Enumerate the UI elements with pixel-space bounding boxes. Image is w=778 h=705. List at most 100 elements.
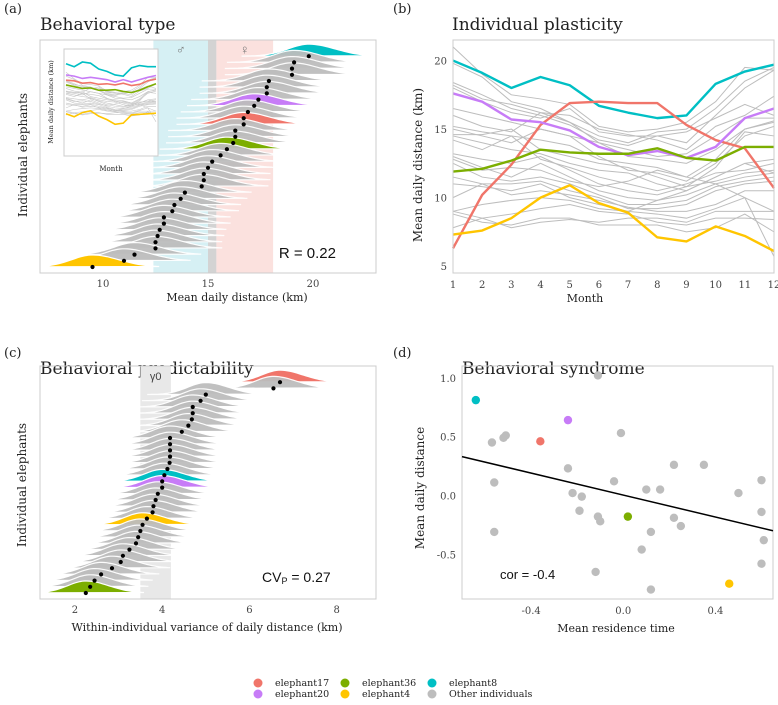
panel-b-xlabel: Month [567,292,603,305]
panel-b-x-tick-label: 1 [450,280,456,291]
panel-a: (a) Behavioral type Individual elephants… [4,2,377,304]
inset-line-other [65,81,157,97]
a-mean-dot [155,233,160,239]
panel-a-xlabel: Mean daily distance (km) [166,291,307,304]
point-other [609,477,619,486]
panel-c-annotation: CVP = 0.27 [262,569,331,586]
panel-d-ylabel: Mean daily distance [413,427,427,549]
c-mean-dot [98,572,104,577]
c-mean-dot [162,473,167,478]
c-mean-dot [155,491,160,496]
point-other [676,521,686,531]
panel-a-annotation: R = 0.22 [279,245,336,262]
panel-d-regression [461,455,774,532]
a-mean-dot [264,91,269,96]
point-other [757,559,766,568]
legend-swatch-elephant17 [253,678,263,688]
cv-value: = 0.27 [287,569,330,585]
point-elephant17 [536,437,545,446]
panel-b-x-tick-label: 6 [596,280,602,291]
point-other [655,485,665,494]
a-mean-dot [153,240,158,245]
a-mean-dot [252,103,257,108]
c-ridge-other [141,388,259,402]
a-mean-dot [170,209,175,214]
point-other [616,428,626,438]
panel-b-y-tick-label: 15 [434,125,447,136]
point-elephant4 [725,579,734,588]
c-mean-dot [167,460,172,465]
inset-line-elephant20 [65,74,157,83]
point-other [734,488,743,498]
panel-b-x-tick-label: 7 [625,280,631,291]
regression-line [461,455,774,532]
line-other-individual [452,87,775,137]
inset-line-other [65,86,156,99]
c-mean-dot [271,386,276,391]
a-mean-dot [199,184,204,189]
point-other [637,545,646,554]
c-mean-dot [190,411,195,416]
line-other-individual [452,46,775,133]
a-mean-dot [233,128,238,133]
c-mean-dot [136,535,141,540]
a-ridge-other [153,142,288,156]
panel-a-label: (a) [4,2,22,17]
inset-line-other [65,90,157,105]
point-other [669,513,679,523]
line-other-individual [452,158,775,257]
line-other-individual [452,69,775,147]
c-mean-dot [277,380,283,385]
line-other-individual [452,197,775,219]
panel-b-x-tick-label: 3 [508,280,514,291]
a-mean-dot [201,171,206,177]
a-mean-dot [241,122,246,127]
inset-line-other [65,104,156,112]
line-other-individual [452,210,774,229]
panel-c: (c) Behavioral predictability Individual… [4,346,377,634]
point-other [593,371,603,380]
panel-d-label: (d) [393,346,411,361]
panel-d-points [471,371,768,594]
inset-line-elephant17 [65,78,157,87]
c-mean-dot [127,547,132,552]
c-ridge-other [77,530,195,544]
a-ridge-other [67,242,202,256]
line-other-individual [452,121,775,178]
c-mean-dot [118,559,123,565]
line-other-individual [452,108,774,158]
point-other [501,431,510,440]
point-other [596,517,605,526]
c-mean-dot [167,454,173,459]
legend-swatch-elephant4 [340,689,350,699]
c-mean-dot [165,466,170,472]
line-elephant20 [452,92,775,160]
point-other [490,527,499,537]
inset-line-elephant36 [65,83,157,94]
a-mean-dot [292,60,297,65]
panel-d-frame [461,365,774,600]
point-other [575,506,584,515]
panel-a-title: Behavioral type [40,15,175,35]
a-mean-dot [157,227,162,232]
panel-c-frame [39,365,377,600]
a-mean-dot [201,178,206,183]
a-mean-dot [289,66,295,71]
panel-b-x-tick-label: 5 [567,280,573,291]
line-other-individual [452,203,775,229]
c-mean-dot [160,485,165,490]
point-other [759,535,768,545]
inset-line-other [66,91,157,106]
line-elephant8 [452,59,775,120]
line-elephant4 [452,184,775,253]
inset-line-other [65,89,157,104]
inset-line-other [65,77,157,96]
panel-b-frame [452,39,775,274]
point-other [568,488,577,498]
point-other [757,507,766,517]
panel-c-x-ticks: 2 4 6 8 [72,605,340,616]
inset-line-other [65,99,157,112]
c-x-tick-label: 8 [334,605,340,616]
c-mean-dot [167,435,173,441]
c-mean-dot [133,541,139,546]
